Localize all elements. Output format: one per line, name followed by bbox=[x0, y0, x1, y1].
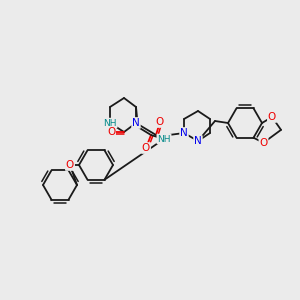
Text: O: O bbox=[260, 138, 268, 148]
Text: N: N bbox=[132, 118, 140, 128]
Text: O: O bbox=[66, 160, 74, 170]
Text: O: O bbox=[107, 127, 115, 137]
Text: O: O bbox=[268, 112, 276, 122]
Text: NH: NH bbox=[103, 118, 117, 127]
Text: N: N bbox=[194, 136, 202, 146]
Text: O: O bbox=[142, 143, 150, 153]
Text: O: O bbox=[156, 117, 164, 127]
Text: N: N bbox=[180, 128, 188, 138]
Text: NH: NH bbox=[157, 134, 171, 143]
